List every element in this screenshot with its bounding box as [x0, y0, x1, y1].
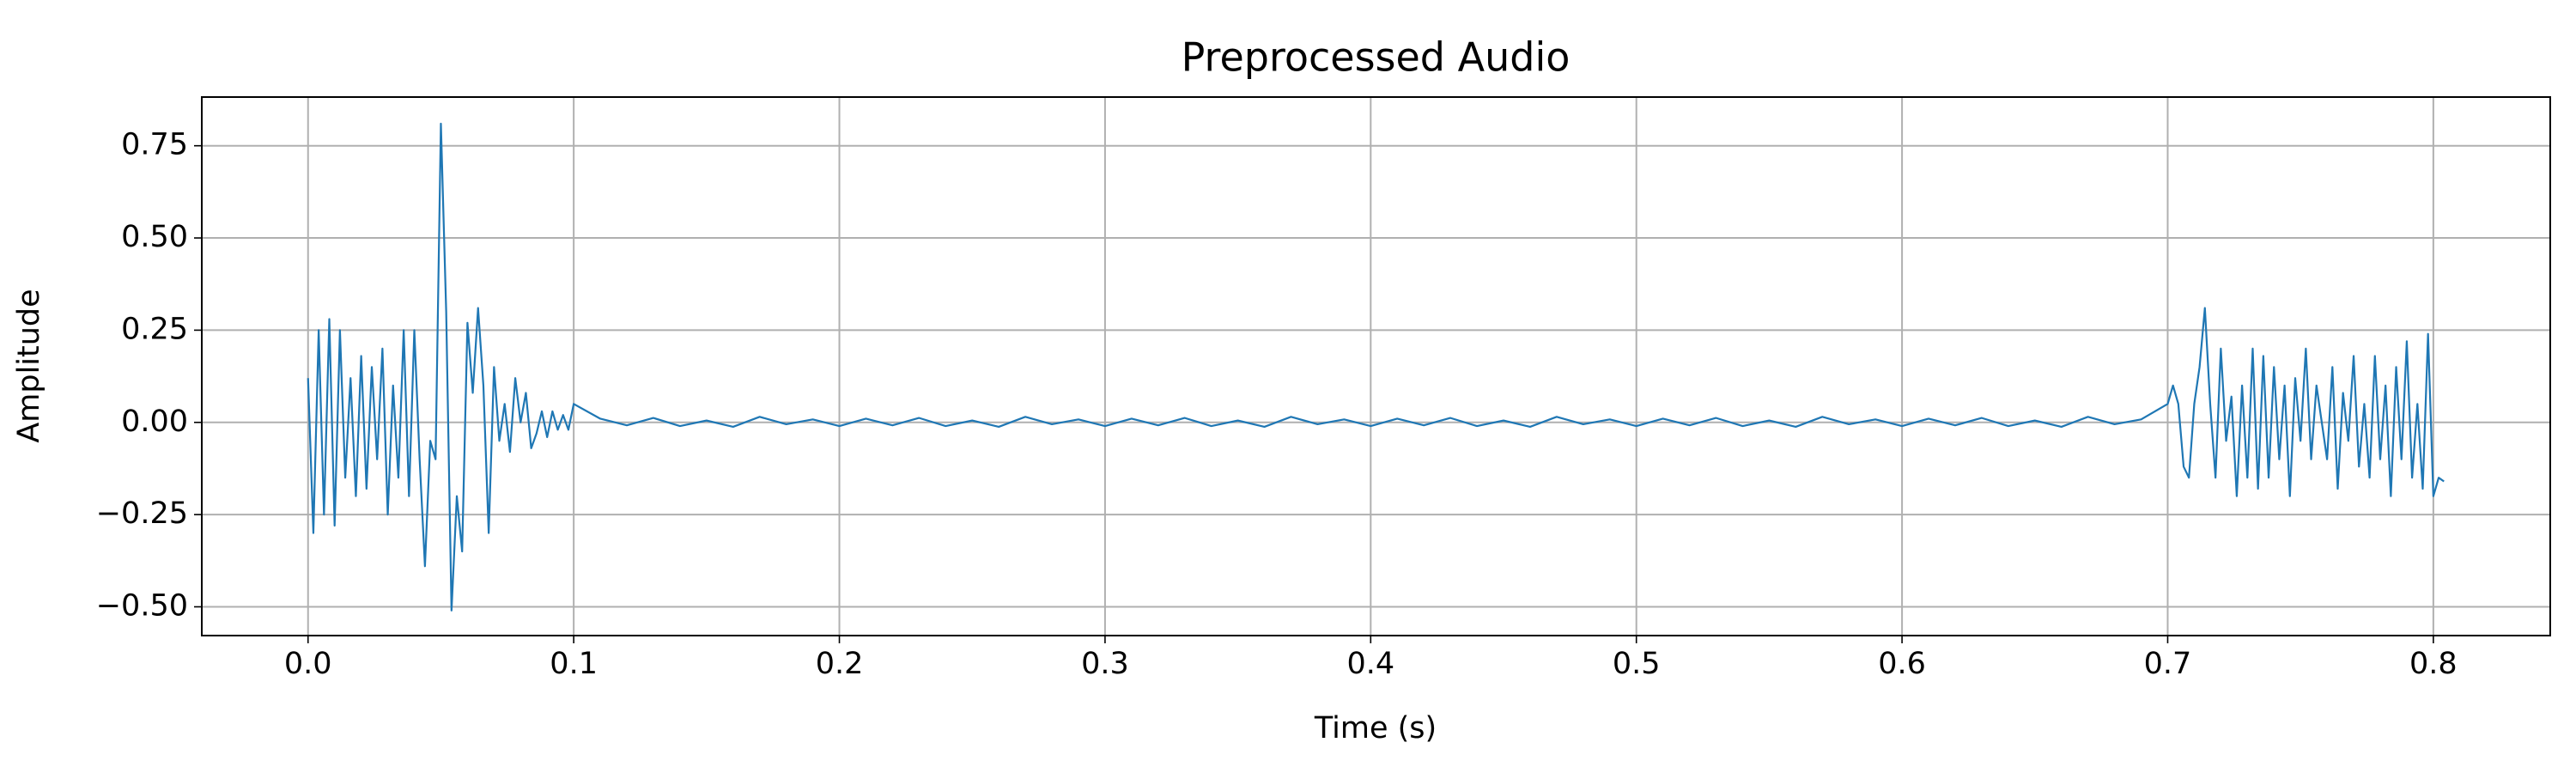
x-tick-label: 0.5 — [1613, 647, 1661, 681]
x-tick-label: 0.7 — [2144, 647, 2192, 681]
x-tick-label: 0.3 — [1081, 647, 1129, 681]
x-tick-label: 0.1 — [550, 647, 598, 681]
x-tick-label: 0.8 — [2409, 647, 2458, 681]
y-tick-label: 0.50 — [121, 220, 188, 254]
y-tick-label: −0.25 — [96, 496, 188, 531]
plot-frame — [201, 96, 2551, 636]
x-tick-label: 0.4 — [1346, 647, 1394, 681]
y-tick-label: 0.25 — [121, 312, 188, 346]
y-tick-label: 0.00 — [121, 405, 188, 439]
y-axis-label: Amplitude — [12, 289, 46, 442]
x-tick-label: 0.6 — [1878, 647, 1926, 681]
x-tick-label: 0.0 — [284, 647, 332, 681]
chart-title: Preprocessed Audio — [1182, 34, 1571, 81]
x-tick-label: 0.2 — [816, 647, 864, 681]
x-axis-label: Time (s) — [1314, 711, 1437, 746]
waveform-line — [307, 122, 2445, 612]
y-tick-label: 0.75 — [121, 128, 188, 162]
y-tick-label: −0.50 — [96, 589, 188, 624]
